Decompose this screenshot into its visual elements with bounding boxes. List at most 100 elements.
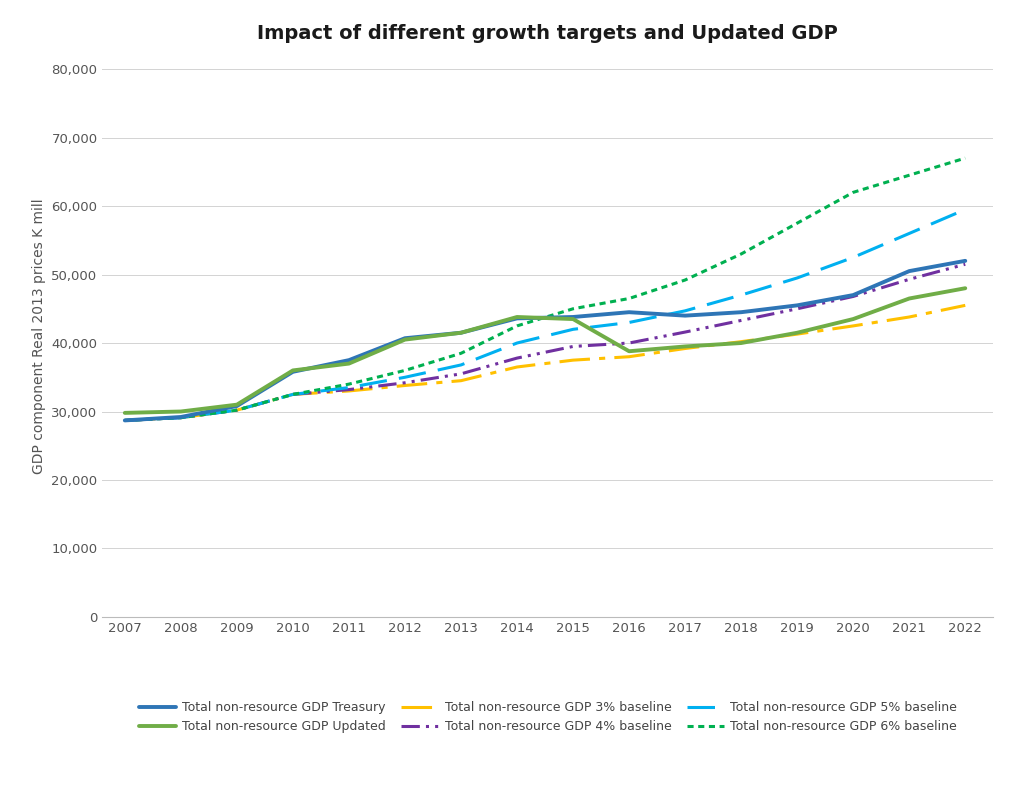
Total non-resource GDP 5% baseline <box>287 390 299 399</box>
Total non-resource GDP 5% baseline <box>567 324 580 334</box>
Total non-resource GDP Updated <box>959 283 972 293</box>
Total non-resource GDP 4% baseline <box>567 342 580 351</box>
Total non-resource GDP 6% baseline <box>398 365 411 375</box>
Total non-resource GDP 6% baseline <box>455 349 467 358</box>
Total non-resource GDP 4% baseline <box>455 369 467 379</box>
Line: Total non-resource GDP 4% baseline: Total non-resource GDP 4% baseline <box>125 264 966 420</box>
Y-axis label: GDP component Real 2013 prices K mill: GDP component Real 2013 prices K mill <box>32 199 46 474</box>
Total non-resource GDP Treasury <box>175 412 187 422</box>
Total non-resource GDP 5% baseline <box>959 205 972 214</box>
Total non-resource GDP Treasury <box>735 308 748 317</box>
Total non-resource GDP 4% baseline <box>959 259 972 269</box>
Total non-resource GDP Updated <box>119 408 131 418</box>
Line: Total non-resource GDP Treasury: Total non-resource GDP Treasury <box>125 261 966 420</box>
Total non-resource GDP 3% baseline <box>175 413 187 422</box>
Total non-resource GDP 4% baseline <box>398 378 411 388</box>
Total non-resource GDP Treasury <box>567 312 580 322</box>
Total non-resource GDP 4% baseline <box>119 415 131 425</box>
Total non-resource GDP Updated <box>791 328 803 338</box>
Total non-resource GDP Updated <box>398 335 411 344</box>
Total non-resource GDP Updated <box>287 365 299 375</box>
Total non-resource GDP Treasury <box>511 313 523 323</box>
Total non-resource GDP 3% baseline <box>623 352 635 361</box>
Total non-resource GDP 3% baseline <box>903 312 915 322</box>
Total non-resource GDP Treasury <box>398 334 411 343</box>
Total non-resource GDP Treasury <box>623 308 635 317</box>
Total non-resource GDP Updated <box>511 312 523 322</box>
Total non-resource GDP Updated <box>230 400 243 410</box>
Total non-resource GDP 6% baseline <box>623 293 635 303</box>
Total non-resource GDP Updated <box>567 314 580 324</box>
Total non-resource GDP 5% baseline <box>455 360 467 369</box>
Total non-resource GDP 4% baseline <box>175 413 187 422</box>
Total non-resource GDP 5% baseline <box>343 383 355 392</box>
Total non-resource GDP 6% baseline <box>511 321 523 331</box>
Total non-resource GDP 5% baseline <box>230 406 243 415</box>
Total non-resource GDP 4% baseline <box>903 274 915 284</box>
Total non-resource GDP 4% baseline <box>735 316 748 325</box>
Total non-resource GDP 4% baseline <box>343 385 355 395</box>
Total non-resource GDP 6% baseline <box>287 390 299 399</box>
Total non-resource GDP 3% baseline <box>735 337 748 346</box>
Total non-resource GDP 3% baseline <box>567 355 580 365</box>
Total non-resource GDP 5% baseline <box>903 229 915 238</box>
Total non-resource GDP Updated <box>623 346 635 356</box>
Total non-resource GDP 4% baseline <box>287 390 299 399</box>
Total non-resource GDP 5% baseline <box>791 273 803 282</box>
Total non-resource GDP 5% baseline <box>511 339 523 348</box>
Total non-resource GDP 3% baseline <box>287 390 299 399</box>
Line: Total non-resource GDP 5% baseline: Total non-resource GDP 5% baseline <box>125 210 966 420</box>
Total non-resource GDP Treasury <box>791 301 803 310</box>
Total non-resource GDP Updated <box>847 314 859 324</box>
Total non-resource GDP Treasury <box>903 267 915 276</box>
Total non-resource GDP 6% baseline <box>230 406 243 415</box>
Total non-resource GDP 5% baseline <box>119 415 131 425</box>
Total non-resource GDP 6% baseline <box>847 187 859 197</box>
Line: Total non-resource GDP 3% baseline: Total non-resource GDP 3% baseline <box>125 305 966 420</box>
Total non-resource GDP 5% baseline <box>398 373 411 382</box>
Total non-resource GDP 5% baseline <box>679 306 691 316</box>
Total non-resource GDP Treasury <box>343 355 355 365</box>
Total non-resource GDP Updated <box>455 328 467 338</box>
Total non-resource GDP Treasury <box>455 328 467 338</box>
Total non-resource GDP Updated <box>175 407 187 416</box>
Total non-resource GDP 6% baseline <box>567 304 580 313</box>
Total non-resource GDP 6% baseline <box>343 380 355 389</box>
Total non-resource GDP 4% baseline <box>847 292 859 301</box>
Total non-resource GDP Updated <box>735 339 748 348</box>
Total non-resource GDP 6% baseline <box>175 413 187 422</box>
Total non-resource GDP 4% baseline <box>623 339 635 348</box>
Legend: Total non-resource GDP Treasury, Total non-resource GDP Updated, Total non-resou: Total non-resource GDP Treasury, Total n… <box>133 696 963 739</box>
Line: Total non-resource GDP Updated: Total non-resource GDP Updated <box>125 288 966 413</box>
Total non-resource GDP Treasury <box>119 415 131 425</box>
Total non-resource GDP 4% baseline <box>791 304 803 313</box>
Total non-resource GDP 5% baseline <box>735 290 748 300</box>
Total non-resource GDP 5% baseline <box>847 252 859 262</box>
Total non-resource GDP 3% baseline <box>119 415 131 425</box>
Total non-resource GDP 6% baseline <box>959 153 972 163</box>
Total non-resource GDP 6% baseline <box>119 415 131 425</box>
Total non-resource GDP Updated <box>343 359 355 369</box>
Total non-resource GDP 6% baseline <box>735 249 748 259</box>
Total non-resource GDP Treasury <box>679 311 691 320</box>
Total non-resource GDP 3% baseline <box>791 329 803 339</box>
Total non-resource GDP 3% baseline <box>455 376 467 385</box>
Total non-resource GDP Treasury <box>959 256 972 266</box>
Total non-resource GDP Treasury <box>230 401 243 411</box>
Total non-resource GDP 3% baseline <box>959 301 972 310</box>
Total non-resource GDP 5% baseline <box>175 413 187 422</box>
Total non-resource GDP Treasury <box>847 290 859 300</box>
Total non-resource GDP 6% baseline <box>791 218 803 228</box>
Total non-resource GDP Updated <box>903 293 915 303</box>
Total non-resource GDP 5% baseline <box>623 318 635 327</box>
Total non-resource GDP 6% baseline <box>903 171 915 180</box>
Total non-resource GDP Updated <box>679 342 691 351</box>
Total non-resource GDP 3% baseline <box>230 406 243 415</box>
Total non-resource GDP 3% baseline <box>398 380 411 390</box>
Total non-resource GDP 6% baseline <box>679 275 691 285</box>
Total non-resource GDP 3% baseline <box>679 344 691 354</box>
Total non-resource GDP 3% baseline <box>511 362 523 372</box>
Total non-resource GDP Treasury <box>287 367 299 377</box>
Total non-resource GDP 4% baseline <box>679 327 691 337</box>
Total non-resource GDP 4% baseline <box>230 406 243 415</box>
